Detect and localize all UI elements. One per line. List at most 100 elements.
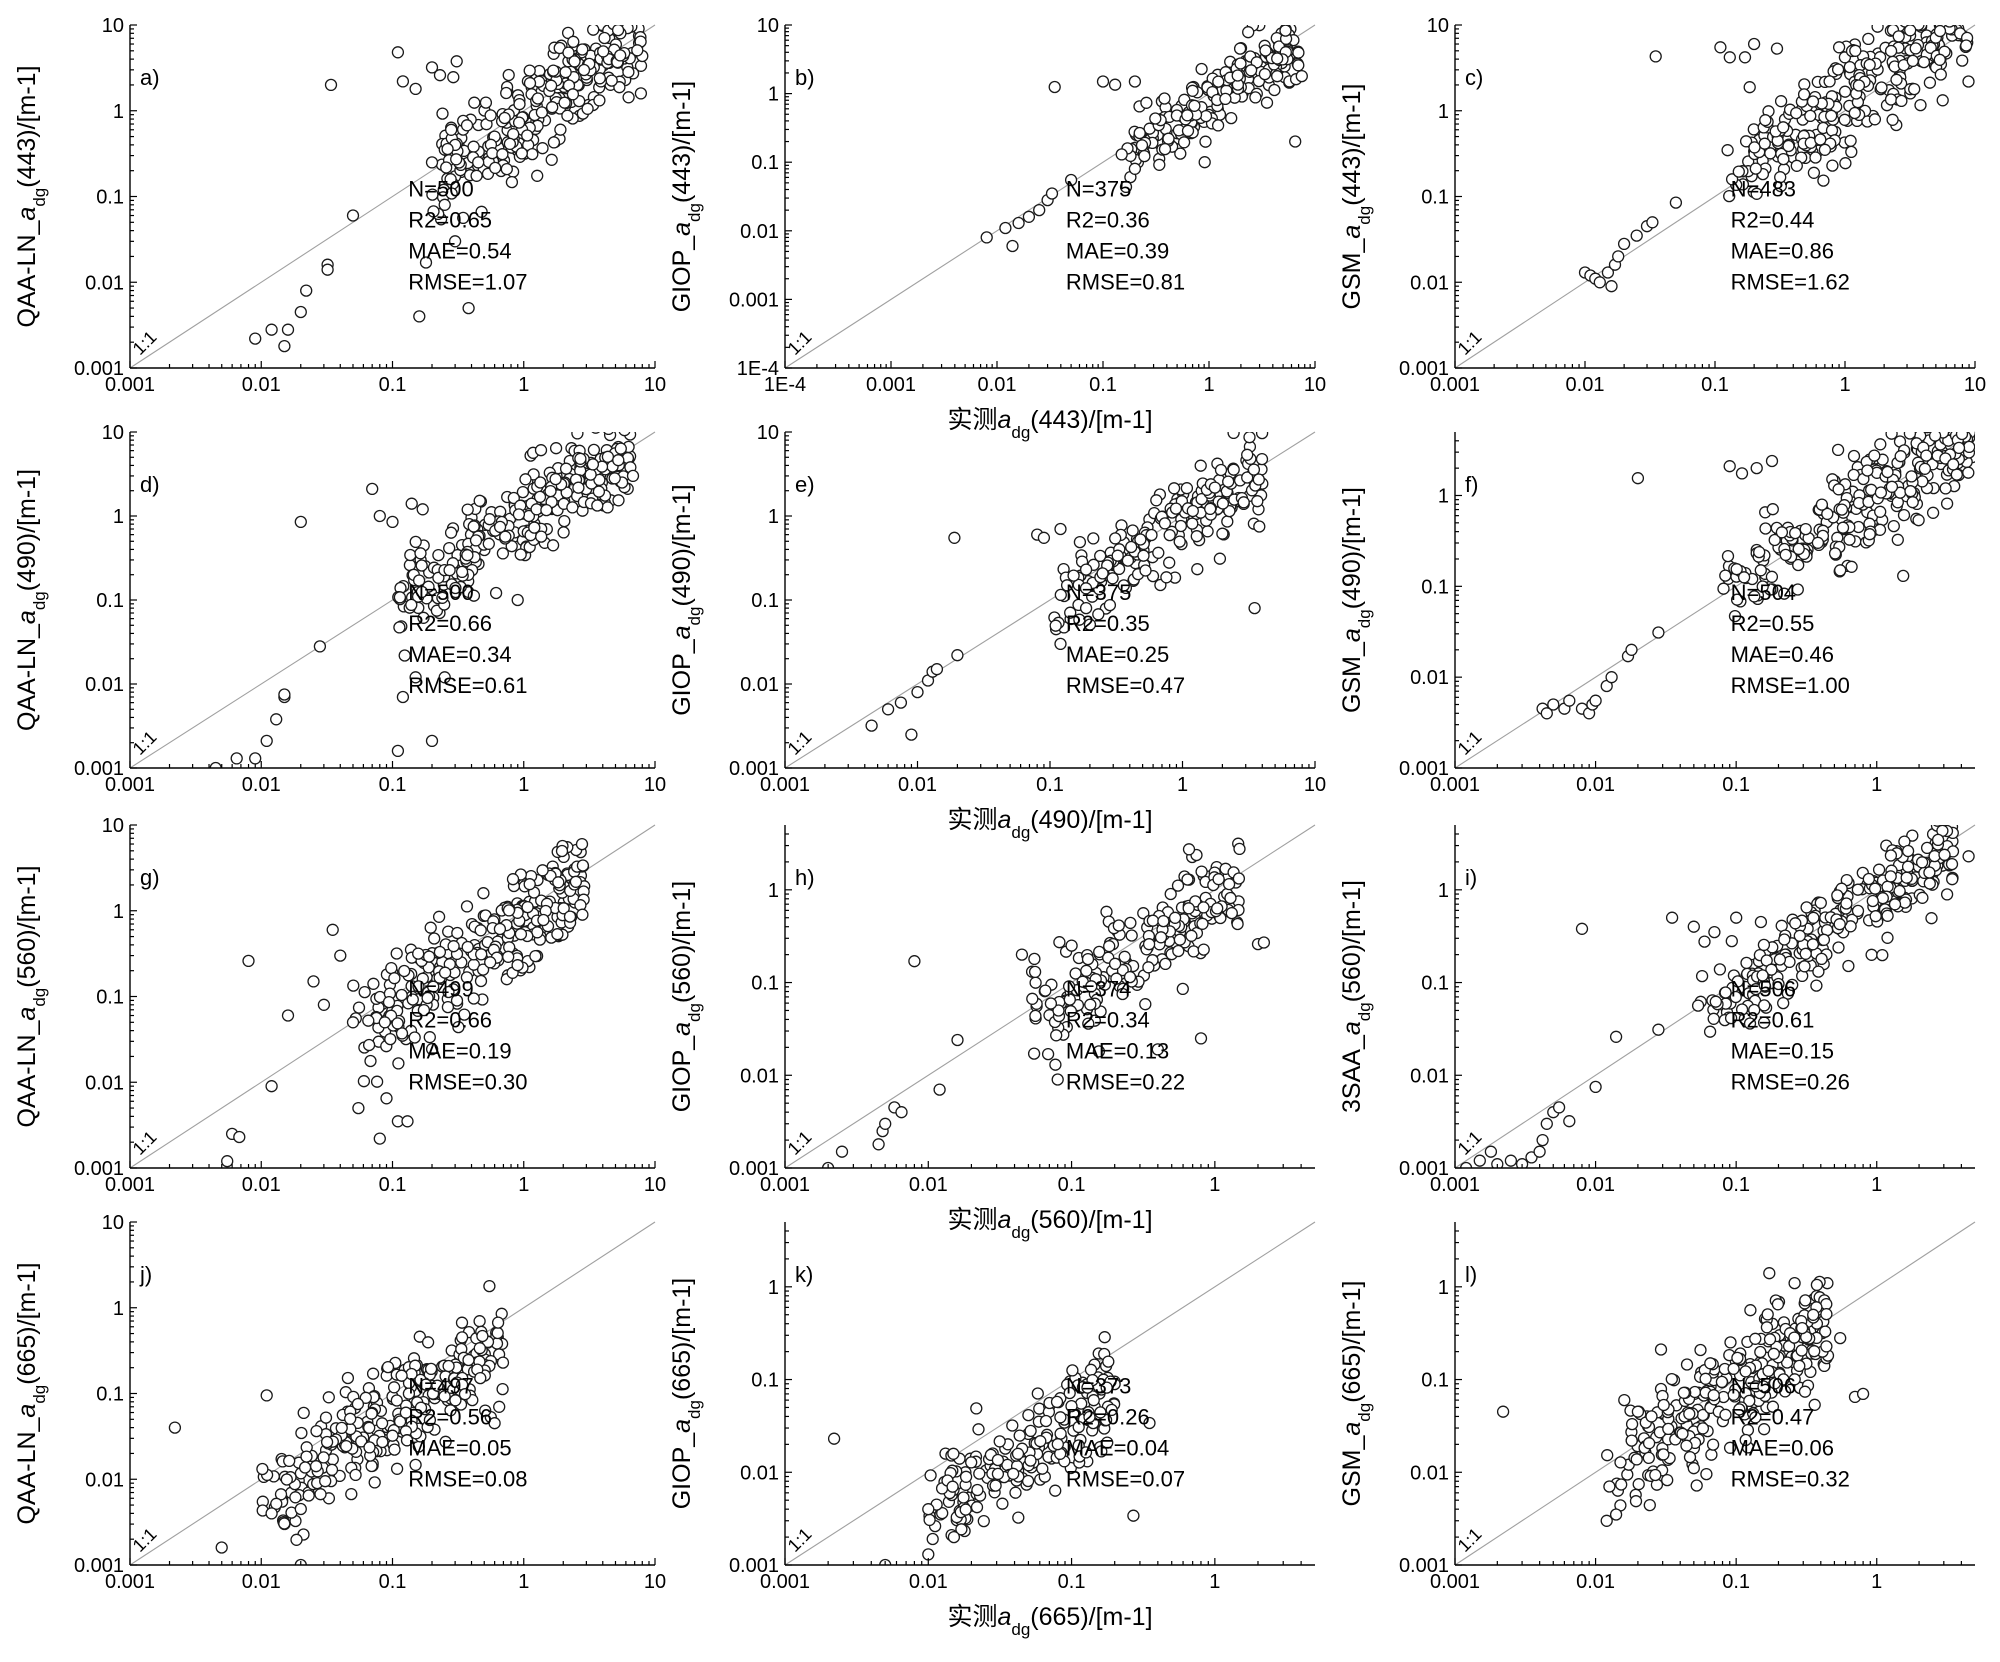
data-point: [310, 1424, 323, 1438]
data-point: [1759, 522, 1772, 535]
data-point: [1625, 1417, 1639, 1431]
y-tick-label: 0.01: [1410, 1065, 1449, 1087]
data-point: [1817, 174, 1830, 187]
data-point: [1665, 1372, 1678, 1386]
data-point: [571, 432, 584, 440]
data-point: [584, 468, 597, 481]
data-point: [393, 1415, 407, 1428]
data-point: [365, 1407, 378, 1420]
data-point: [1024, 1454, 1037, 1467]
data-point: [1903, 432, 1917, 440]
data-point: [1952, 441, 1966, 455]
data-point: [442, 985, 455, 999]
data-point: [1642, 1437, 1656, 1450]
data-point: [396, 75, 410, 88]
data-point: [1725, 173, 1739, 186]
y-tick-label: 10: [757, 422, 779, 444]
data-point: [1899, 11, 1910, 22]
data-point: [1917, 55, 1931, 69]
data-point: [1127, 1509, 1140, 1522]
data-point: [1809, 151, 1822, 164]
data-point: [1188, 99, 1201, 112]
data-point: [1911, 5, 1922, 16]
data-point: [959, 1470, 973, 1483]
data-point: [1133, 126, 1146, 140]
data-point: [1923, 76, 1937, 89]
data-point: [502, 68, 515, 82]
one-to-one-label: 1:1: [1454, 1524, 1486, 1556]
data-point: [1937, 0, 1948, 8]
data-point: [1724, 1011, 1738, 1025]
data-point: [1828, 547, 1842, 560]
data-point: [1939, 482, 1952, 495]
data-point: [1763, 1333, 1777, 1346]
data-point: [444, 526, 458, 539]
data-point: [1793, 929, 1806, 942]
data-point: [946, 1480, 959, 1493]
stat-line: R2=0.34: [1066, 1008, 1150, 1033]
data-point: [614, 442, 627, 455]
data-point: [300, 284, 313, 297]
data-point: [440, 161, 453, 174]
data-point: [1946, 873, 1959, 886]
x-tick-label: 0.01: [242, 374, 281, 396]
data-point: [970, 1501, 984, 1514]
data-point: [1496, 1405, 1510, 1418]
data-point: [1807, 166, 1821, 179]
data-point: [1950, 468, 1963, 481]
stat-line: N=497: [408, 1374, 473, 1399]
data-point: [1739, 1433, 1752, 1447]
one-to-one-label: 1:1: [1454, 327, 1486, 359]
data-point: [233, 1130, 246, 1144]
data-point: [1884, 93, 1898, 106]
data-point: [412, 574, 426, 587]
y-tick-label: 0.1: [751, 152, 779, 174]
data-point: [461, 940, 474, 954]
data-point: [1844, 134, 1857, 147]
data-point: [1044, 997, 1058, 1010]
data-point: [1765, 454, 1779, 468]
data-point: [1932, 825, 1942, 827]
data-point: [1652, 626, 1665, 639]
one-to-one-label: 1:1: [784, 327, 816, 359]
data-point: [1750, 187, 1763, 200]
data-point: [432, 910, 446, 923]
data-point: [1146, 914, 1160, 927]
data-point: [1649, 50, 1662, 63]
data-point: [1182, 843, 1196, 856]
y-tick-label: 0.001: [74, 1555, 124, 1577]
data-point: [1177, 136, 1191, 149]
data-point: [476, 1329, 489, 1343]
data-point: [622, 91, 635, 104]
data-point: [970, 1402, 983, 1415]
data-point: [1754, 915, 1768, 929]
data-point: [1723, 1441, 1737, 1454]
data-point: [168, 1421, 182, 1434]
data-point: [1054, 588, 1067, 602]
data-point: [566, 88, 580, 101]
data-point: [512, 116, 526, 129]
y-tick-label: 0.01: [85, 674, 124, 696]
data-point: [1806, 95, 1820, 108]
data-point: [1940, 888, 1954, 901]
data-point: [1777, 1373, 1790, 1386]
data-point: [1662, 1422, 1675, 1436]
data-point: [1186, 84, 1199, 97]
data-point: [1079, 601, 1093, 615]
data-point: [1048, 80, 1061, 94]
data-point: [1904, 25, 1917, 37]
data-point: [425, 61, 439, 74]
data-point: [1897, 569, 1910, 583]
data-point: [1731, 1351, 1744, 1365]
data-point: [300, 1450, 313, 1463]
data-point: [1536, 1133, 1549, 1147]
data-point: [335, 1421, 348, 1435]
x-tick-label: 0.01: [1576, 774, 1615, 796]
data-point: [1614, 1456, 1627, 1469]
data-point: [436, 591, 449, 604]
data-point: [1022, 210, 1036, 223]
data-point: [1575, 922, 1589, 935]
points: [221, 837, 591, 1168]
data-point: [1881, 880, 1894, 893]
data-point: [1029, 1009, 1042, 1023]
